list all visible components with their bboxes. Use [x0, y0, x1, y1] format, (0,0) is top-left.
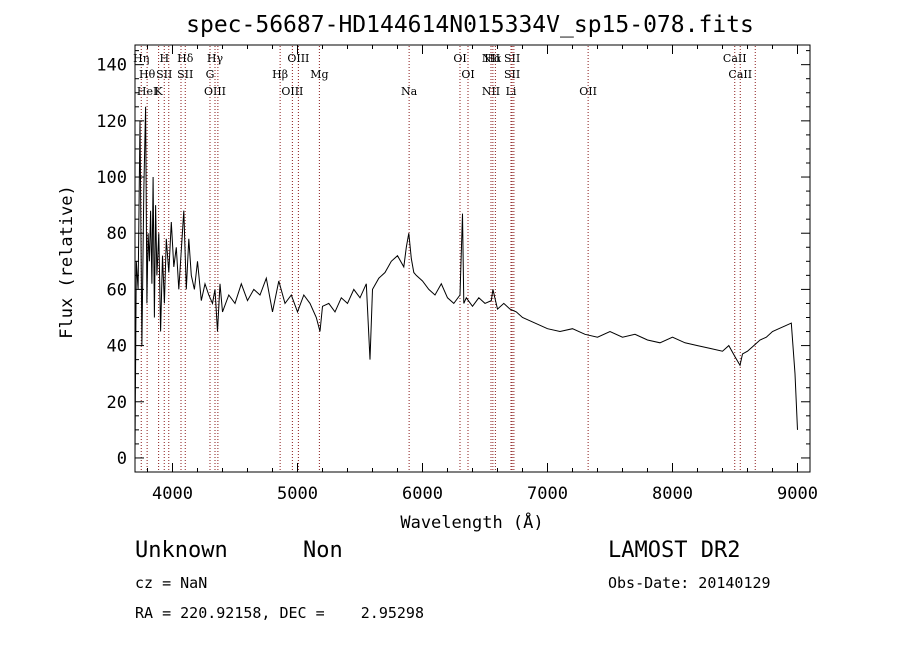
line-marker-label: Hγ — [207, 52, 224, 65]
line-marker-label: NII — [482, 52, 500, 65]
x-tick-label: 9000 — [777, 484, 818, 504]
obs-date: Obs-Date: 20140129 — [608, 574, 771, 592]
x-tick-label: 5000 — [277, 484, 318, 504]
x-tick-label: 6000 — [402, 484, 443, 504]
spectrum-line — [134, 106, 798, 453]
line-marker-label: NII — [482, 85, 500, 98]
x-tick-label: 4000 — [152, 484, 193, 504]
line-marker-label: Hη — [133, 52, 149, 65]
y-tick-label: 120 — [96, 112, 127, 132]
line-marker-label: HeI — [137, 85, 157, 98]
x-axis-label: Wavelength (Å) — [400, 511, 543, 533]
subclass-label: Non — [303, 538, 343, 563]
y-tick-label: 80 — [107, 224, 127, 244]
chart-title: spec-56687-HD144614N015334V_sp15-078.fit… — [186, 12, 754, 38]
line-marker-label: Mg — [310, 68, 328, 81]
x-tick-labels: 4000 5000 6000 7000 8000 9000 — [152, 484, 818, 504]
y-tick-label: 140 — [96, 56, 127, 76]
coordinates: RA = 220.92158, DEC = 2.95298 — [135, 604, 424, 622]
line-marker-label: OII — [579, 85, 597, 98]
survey-label: LAMOST DR2 — [608, 538, 741, 563]
y-tick-labels: 0 20 40 60 80 100 120 140 — [96, 56, 127, 469]
x-tick-label: 7000 — [527, 484, 568, 504]
line-marker-label: Hθ — [139, 68, 156, 81]
cz-value: cz = NaN — [135, 574, 208, 592]
line-marker-label: OIII — [204, 85, 226, 98]
y-tick-label: 0 — [117, 449, 127, 469]
line-marker-label: H — [159, 52, 169, 65]
y-tick-label: 20 — [107, 393, 127, 413]
axis-ticks — [135, 45, 810, 472]
line-marker-label: G — [206, 68, 215, 81]
line-marker-label: Hα — [484, 52, 502, 65]
line-marker-label: K — [155, 85, 164, 98]
line-marker-label: Hβ — [272, 68, 288, 81]
class-label: Unknown — [135, 538, 228, 563]
line-marker-label: SII — [504, 52, 520, 65]
line-marker-label: Hδ — [177, 52, 194, 65]
line-marker-label: CaII — [723, 52, 747, 65]
x-tick-label: 8000 — [652, 484, 693, 504]
y-axis-label: Flux (relative) — [57, 185, 77, 339]
line-marker-label: Na — [401, 85, 418, 98]
y-tick-label: 60 — [107, 280, 127, 300]
line-marker-label: OI — [461, 68, 474, 81]
plot-frame — [134, 44, 811, 473]
y-tick-label: 40 — [107, 337, 127, 357]
line-marker-label: CaII — [728, 68, 752, 81]
line-marker-label: SII — [156, 68, 172, 81]
spectral-line-markers — [140, 46, 756, 471]
line-marker-label: OIII — [281, 85, 303, 98]
line-marker-label: OIII — [287, 52, 309, 65]
line-marker-label: SII — [504, 68, 520, 81]
y-tick-label: 100 — [96, 168, 127, 188]
line-marker-label: OI — [453, 52, 466, 65]
line-marker-label: Li — [506, 85, 517, 98]
line-marker-label: SII — [177, 68, 193, 81]
